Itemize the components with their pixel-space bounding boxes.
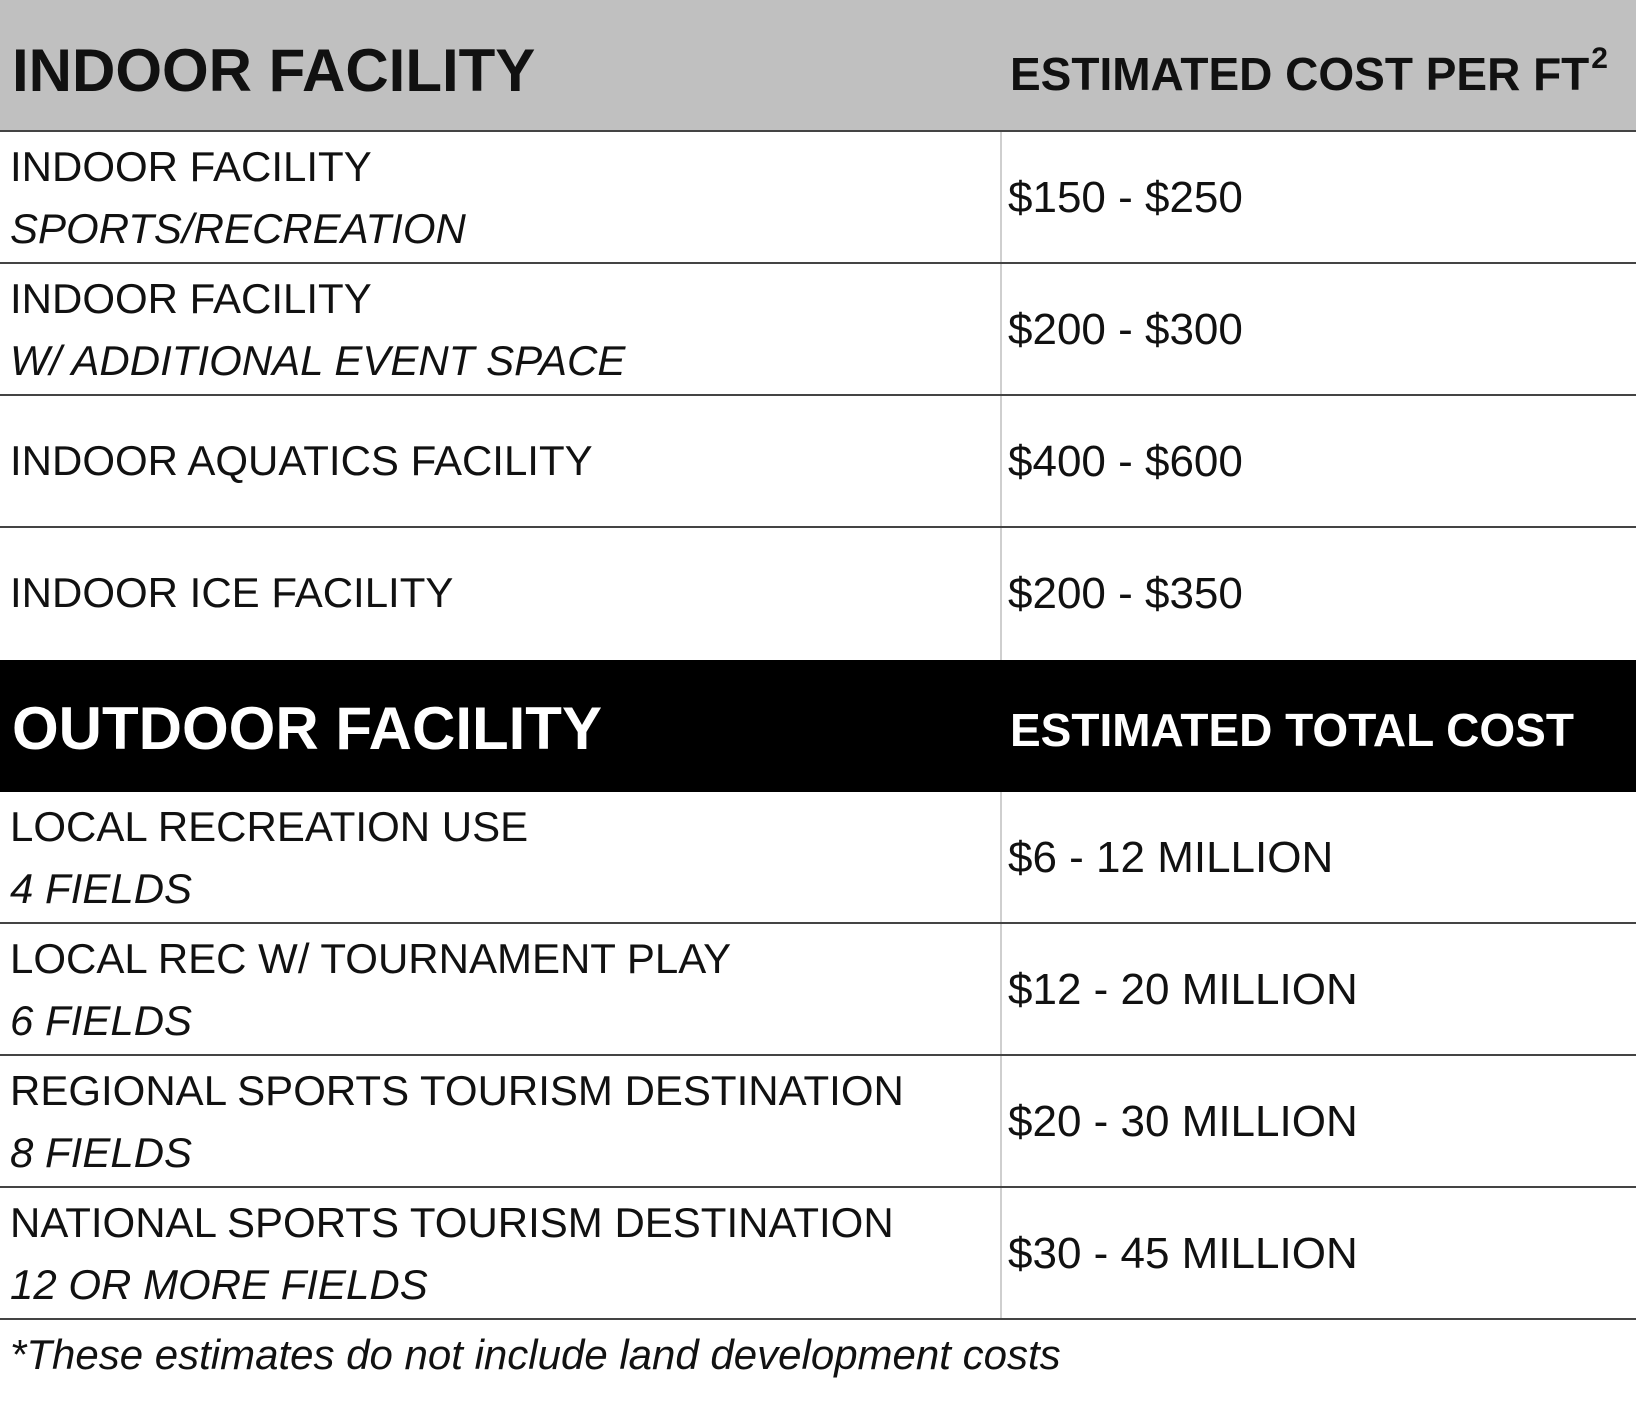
row-value: $20 - 30 MILLION	[1008, 1097, 1358, 1146]
row-value: $200 - $300	[1008, 305, 1243, 354]
table-row: NATIONAL SPORTS TOURISM DESTINATION 12 O…	[0, 1188, 1636, 1320]
indoor-header-cost-label: ESTIMATED COST PER FT2	[1010, 42, 1608, 109]
row-sublabel: 6 FIELDS	[10, 997, 193, 1044]
outdoor-header-title: OUTDOOR FACILITY	[12, 695, 602, 762]
indoor-header-cost-text: ESTIMATED COST PER FT	[1010, 48, 1590, 100]
row-label: INDOOR FACILITY	[10, 275, 372, 322]
column-divider	[1000, 1056, 1002, 1186]
row-value: $12 - 20 MILLION	[1008, 965, 1358, 1014]
table-row: LOCAL RECREATION USE 4 FIELDS $6 - 12 MI…	[0, 792, 1636, 924]
column-divider	[1000, 264, 1002, 394]
row-sublabel: W/ ADDITIONAL EVENT SPACE	[10, 337, 626, 384]
row-label: INDOOR FACILITY	[10, 143, 372, 190]
row-label: INDOOR ICE FACILITY	[10, 569, 454, 616]
table-row: INDOOR ICE FACILITY $200 - $350	[0, 528, 1636, 660]
cost-table: INDOOR FACILITY ESTIMATED COST PER FT2 I…	[0, 0, 1636, 1320]
table-row: LOCAL REC W/ TOURNAMENT PLAY 6 FIELDS $1…	[0, 924, 1636, 1056]
footnote: *These estimates do not include land dev…	[10, 1331, 1061, 1378]
row-sublabel: 12 OR MORE FIELDS	[10, 1261, 428, 1308]
row-value: $200 - $350	[1008, 569, 1243, 618]
outdoor-header-cost-label: ESTIMATED TOTAL COST	[1010, 704, 1574, 756]
row-label: LOCAL RECREATION USE	[10, 803, 529, 850]
indoor-header-superscript: 2	[1591, 42, 1608, 75]
row-sublabel: SPORTS/RECREATION	[10, 205, 466, 252]
table-row: REGIONAL SPORTS TOURISM DESTINATION 8 FI…	[0, 1056, 1636, 1188]
row-label: LOCAL REC W/ TOURNAMENT PLAY	[10, 935, 732, 982]
column-divider	[1000, 396, 1002, 526]
indoor-header-title: INDOOR FACILITY	[12, 37, 536, 104]
column-divider	[1000, 792, 1002, 922]
row-value: $30 - 45 MILLION	[1008, 1229, 1358, 1278]
table-row: INDOOR FACILITY W/ ADDITIONAL EVENT SPAC…	[0, 264, 1636, 396]
outdoor-section-header: OUTDOOR FACILITY ESTIMATED TOTAL COST	[0, 660, 1636, 792]
row-sublabel: 8 FIELDS	[10, 1129, 193, 1176]
column-divider	[1000, 1188, 1002, 1318]
indoor-section-header: INDOOR FACILITY ESTIMATED COST PER FT2	[0, 0, 1636, 132]
column-divider	[1000, 528, 1002, 660]
row-sublabel: 4 FIELDS	[10, 865, 193, 912]
table-row: INDOOR FACILITY SPORTS/RECREATION $150 -…	[0, 132, 1636, 264]
row-value: $400 - $600	[1008, 437, 1243, 486]
row-value: $6 - 12 MILLION	[1008, 833, 1334, 882]
column-divider	[1000, 924, 1002, 1054]
column-divider	[1000, 132, 1002, 262]
row-label: REGIONAL SPORTS TOURISM DESTINATION	[10, 1067, 904, 1114]
row-label: INDOOR AQUATICS FACILITY	[10, 437, 593, 484]
row-label: NATIONAL SPORTS TOURISM DESTINATION	[10, 1199, 894, 1246]
row-value: $150 - $250	[1008, 173, 1243, 222]
table-row: INDOOR AQUATICS FACILITY $400 - $600	[0, 396, 1636, 528]
